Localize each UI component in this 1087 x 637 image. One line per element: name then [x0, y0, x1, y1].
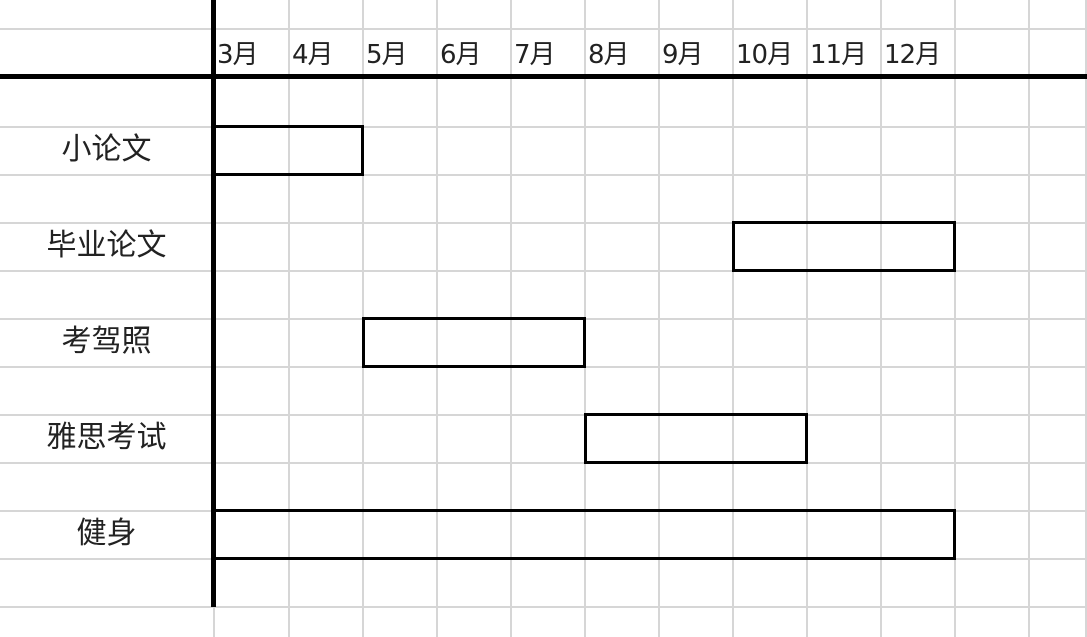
- task-label: 小论文: [61, 132, 152, 167]
- task-label: 毕业论文: [46, 228, 167, 263]
- grid-line-horizontal: [0, 270, 1087, 272]
- month-tick-label: 4月: [292, 40, 334, 70]
- grid-line-horizontal: [0, 28, 1087, 30]
- month-tick-label: 11月: [810, 40, 867, 70]
- gantt-bar: [213, 509, 956, 560]
- gantt-bar: [362, 317, 586, 368]
- grid-line-horizontal: [0, 222, 1087, 224]
- grid-line-horizontal: [0, 414, 1087, 416]
- month-tick-label: 7月: [514, 40, 556, 70]
- grid-line-horizontal: [0, 462, 1087, 464]
- gantt-bar: [584, 413, 808, 464]
- task-label: 健身: [76, 516, 137, 551]
- task-label: 考驾照: [61, 324, 152, 359]
- grid-line-horizontal: [0, 126, 1087, 128]
- month-tick-label: 8月: [588, 40, 630, 70]
- month-tick-label: 6月: [440, 40, 482, 70]
- month-tick-label: 9月: [662, 40, 704, 70]
- grid-line-horizontal: [0, 174, 1087, 176]
- month-tick-label: 3月: [217, 40, 259, 70]
- gantt-bar: [732, 221, 956, 272]
- axis-line-vertical: [211, 0, 216, 607]
- month-tick-label: 10月: [736, 40, 793, 70]
- gantt-bar: [213, 125, 364, 176]
- grid-line-horizontal: [0, 606, 1087, 608]
- month-tick-label: 12月: [884, 40, 941, 70]
- task-label: 雅思考试: [46, 420, 167, 455]
- month-tick-label: 5月: [366, 40, 408, 70]
- axis-line-horizontal: [0, 74, 1087, 79]
